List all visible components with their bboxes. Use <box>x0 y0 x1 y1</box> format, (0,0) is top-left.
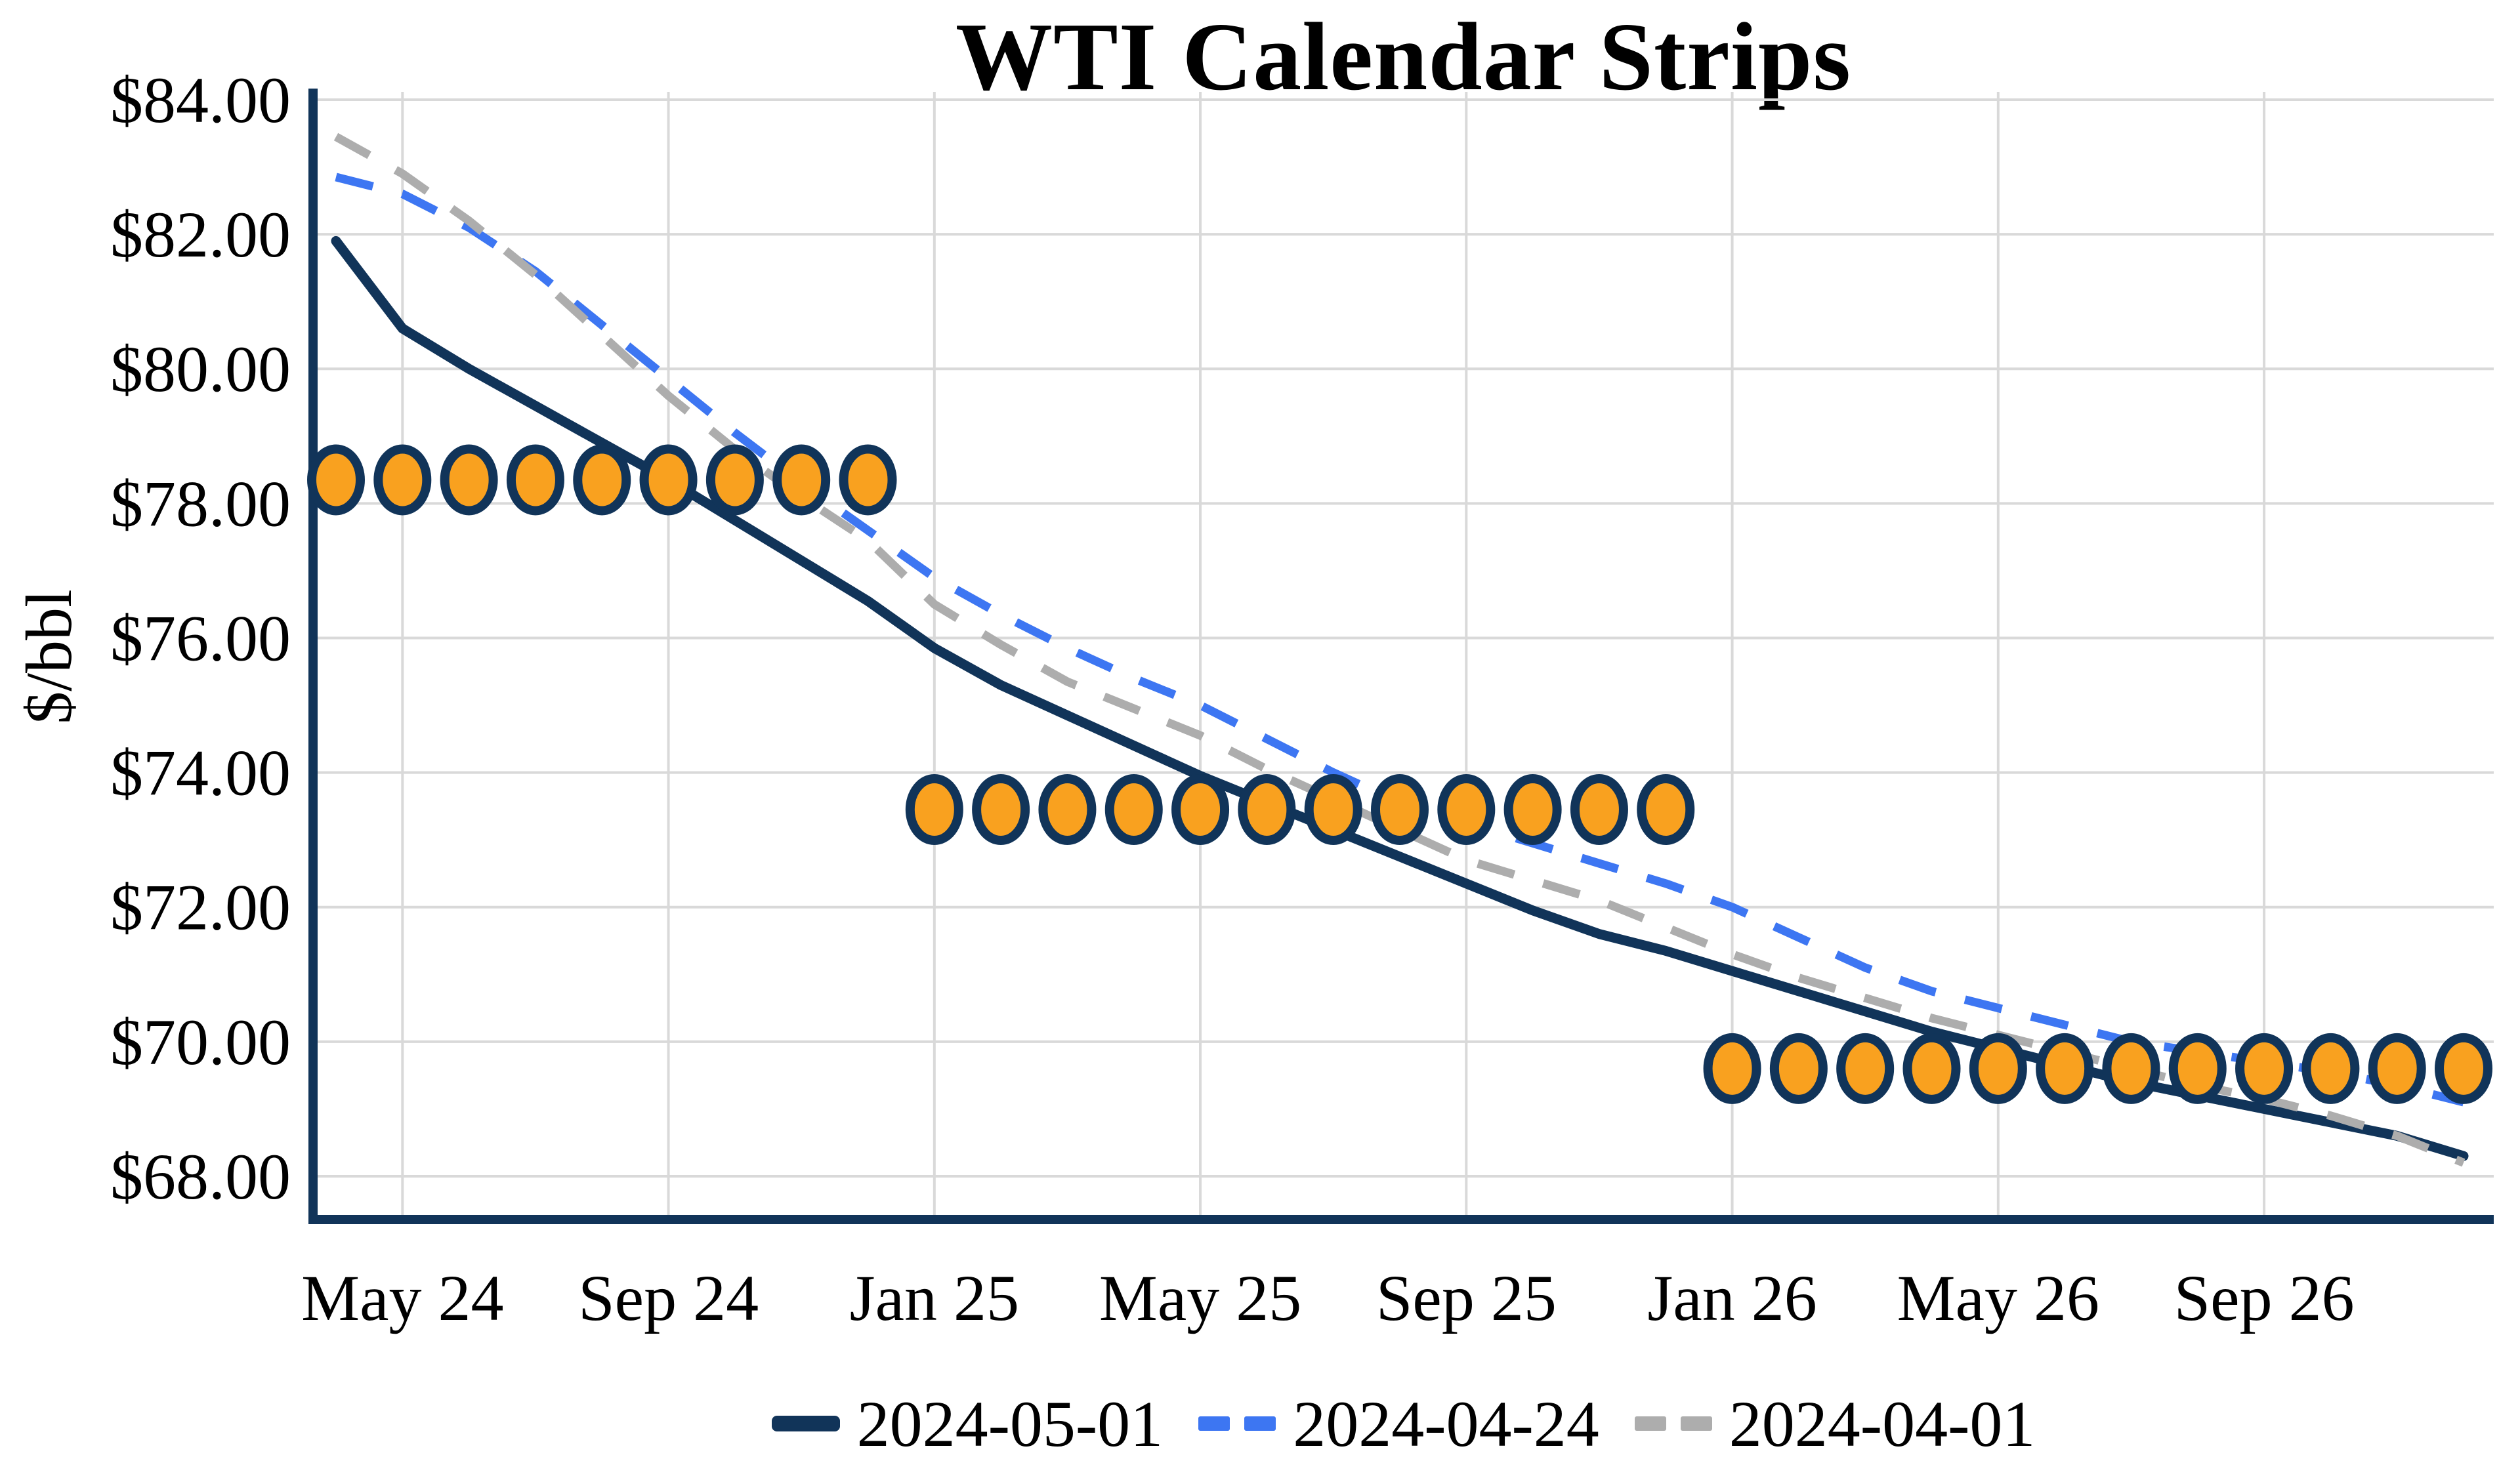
chart-title: WTI Calendar Strips <box>956 3 1851 111</box>
strip-marker <box>839 444 897 516</box>
strip-marker <box>2368 1033 2426 1104</box>
x-tick-label: Sep 24 <box>578 1262 759 1334</box>
series-line-2024-05-01 <box>331 236 2469 1161</box>
strip-marker <box>905 774 963 846</box>
strip-marker <box>2435 1033 2492 1104</box>
strip-marker <box>1038 774 1097 846</box>
strip-marker <box>1570 774 1628 846</box>
x-tick-label: Sep 25 <box>1376 1262 1557 1334</box>
strip-marker <box>639 444 698 516</box>
strip-marker <box>440 444 498 516</box>
dashed-line-swatch-icon <box>1198 1416 1276 1431</box>
strip-marker <box>373 444 432 516</box>
strip-marker <box>972 774 1030 846</box>
strip-marker <box>1703 1033 1761 1104</box>
legend-label: 2024-05-01 <box>856 1387 1164 1460</box>
x-tick-label: Jan 25 <box>850 1262 1019 1334</box>
solid-line-swatch-icon <box>771 1416 840 1431</box>
y-tick-label: $76.00 <box>110 602 291 674</box>
y-tick-label: $78.00 <box>110 467 291 540</box>
strip-marker <box>1238 774 1296 846</box>
legend-item-2024-04-24: 2024-04-24 <box>1198 1386 1599 1462</box>
strip-marker <box>1304 774 1362 846</box>
y-tick-label: $74.00 <box>110 737 291 810</box>
legend-item-2024-05-01: 2024-05-01 <box>771 1386 1164 1462</box>
y-tick-label: $70.00 <box>110 1006 291 1079</box>
strip-marker <box>1902 1033 1961 1104</box>
y-tick-label: $72.00 <box>110 871 291 944</box>
strip-marker <box>573 444 631 516</box>
x-tick-label: Jan 26 <box>1647 1262 1816 1334</box>
strip-marker <box>506 444 564 516</box>
strip-marker <box>2235 1033 2294 1104</box>
strip-marker <box>2102 1033 2160 1104</box>
x-tick-label: Sep 26 <box>2174 1262 2355 1334</box>
strip-marker <box>705 444 764 516</box>
strip-marker <box>2301 1033 2360 1104</box>
strip-marker <box>307 444 365 516</box>
y-tick-label: $68.00 <box>110 1140 291 1213</box>
strip-marker <box>1637 774 1695 846</box>
strip-marker <box>1836 1033 1895 1104</box>
strip-marker <box>1769 1033 1828 1104</box>
strip-marker <box>772 444 831 516</box>
x-tick-label: May 26 <box>1897 1262 2099 1334</box>
y-tick-label: $80.00 <box>110 333 291 405</box>
legend: 2024-05-01 2024-04-24 2024-04-01 <box>313 1378 2494 1470</box>
strip-marker <box>1171 774 1230 846</box>
series-line-2024-04-01 <box>333 133 2466 1167</box>
x-tick-label: May 24 <box>301 1262 503 1334</box>
strip-marker <box>2036 1033 2094 1104</box>
y-tick-label: $84.00 <box>110 64 291 136</box>
strip-marker <box>1969 1033 2027 1104</box>
strip-marker <box>1371 774 1429 846</box>
strip-marker <box>1104 774 1163 846</box>
strip-marker <box>1437 774 1496 846</box>
legend-label: 2024-04-24 <box>1293 1387 1599 1460</box>
strip-marker <box>2168 1033 2227 1104</box>
legend-item-2024-04-01: 2024-04-01 <box>1634 1386 2036 1462</box>
legend-label: 2024-04-01 <box>1729 1387 2036 1460</box>
x-tick-label: May 25 <box>1099 1262 1301 1334</box>
y-tick-label: $82.00 <box>110 198 291 271</box>
series-line-2024-04-24 <box>335 173 2465 1107</box>
dashed-line-swatch-icon <box>1634 1416 1712 1431</box>
strip-marker <box>1503 774 1562 846</box>
